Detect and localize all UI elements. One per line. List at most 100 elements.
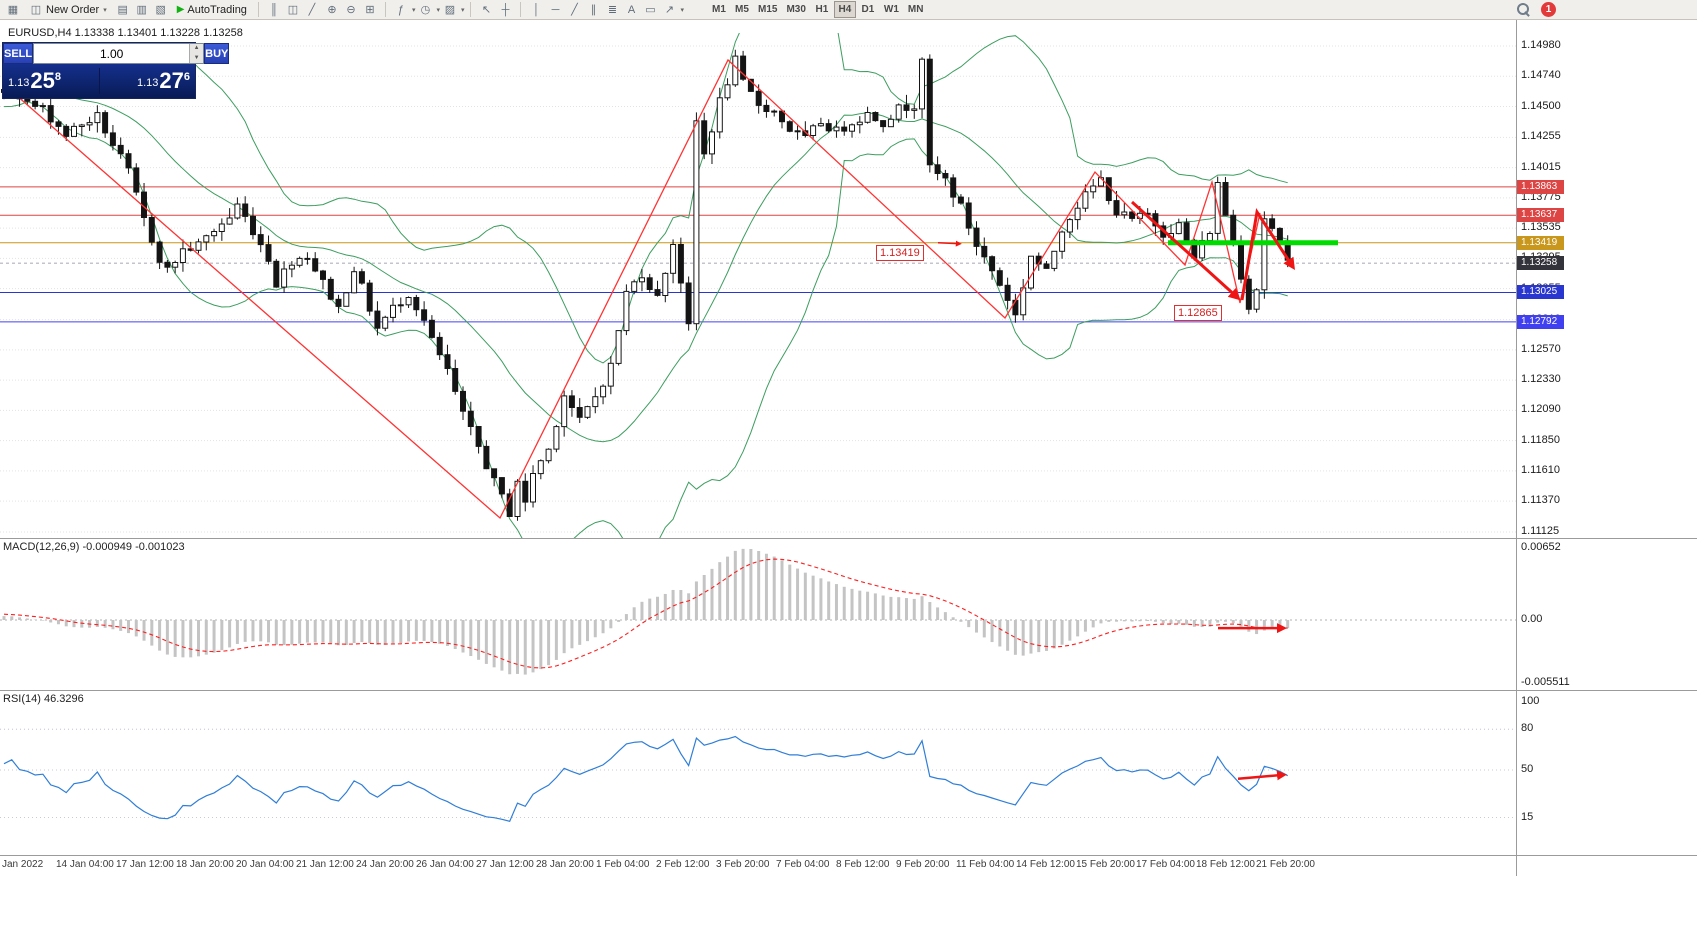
zoom-icons: ⊕ ⊖ ⊞ bbox=[323, 1, 379, 18]
price-tag-1.13025: 1.13025 bbox=[1517, 285, 1564, 300]
charts-list-icon[interactable]: ▥ bbox=[136, 4, 147, 16]
time-label: 8 Feb 12:00 bbox=[836, 859, 890, 870]
autotrading-button[interactable]: ▶ AutoTrading bbox=[172, 1, 252, 18]
label-icon[interactable]: ▭ bbox=[645, 4, 656, 16]
price-tag-1.12792: 1.12792 bbox=[1517, 314, 1564, 329]
templates-icon[interactable]: ▨ bbox=[444, 4, 456, 16]
crosshair-icon[interactable]: ┼ bbox=[501, 3, 510, 16]
price-scale-label: 1.14015 bbox=[1521, 160, 1561, 173]
macd-signal-line bbox=[3, 558, 1288, 669]
new-chart-icon[interactable]: ▦ bbox=[7, 4, 19, 16]
timeframe-m1[interactable]: M1 bbox=[712, 4, 726, 15]
volume-up-button[interactable]: ▲ bbox=[190, 44, 204, 54]
horizontal-line-icon[interactable]: ─ bbox=[551, 3, 560, 16]
panel-separator[interactable] bbox=[0, 538, 1697, 539]
trendline-icon[interactable]: ╱ bbox=[571, 4, 578, 16]
symbol-ohlc-line: EURUSD,H4 1.13338 1.13401 1.13228 1.1325… bbox=[8, 27, 243, 39]
price-tag-1.13419: 1.13419 bbox=[1517, 235, 1564, 250]
panel-separator[interactable] bbox=[0, 690, 1697, 691]
arrows-icon[interactable]: ↗ bbox=[664, 4, 675, 16]
candlestick-chart-icon[interactable]: ◫ bbox=[287, 4, 299, 16]
price-callout-1.13419[interactable]: 1.13419 bbox=[876, 245, 924, 261]
fibonacci-icon[interactable]: ≣ bbox=[607, 4, 618, 16]
profiles-icon[interactable]: ▤ bbox=[117, 4, 128, 16]
timeframe-d1[interactable]: D1 bbox=[861, 4, 875, 15]
macd-scale-label: -0.005511 bbox=[1521, 676, 1570, 688]
rsi-panel[interactable] bbox=[0, 691, 1516, 854]
macd-panel[interactable] bbox=[0, 539, 1516, 689]
toolbar-separator bbox=[520, 2, 522, 17]
volume-down-button[interactable]: ▼ bbox=[190, 53, 204, 63]
chart-type-icons: ║ ◫ ╱ bbox=[265, 1, 321, 18]
dropdown-icons: ƒ ▾ ◷ ▾ ▨ ▾ bbox=[392, 1, 465, 18]
time-label: 2 Feb 12:00 bbox=[656, 859, 710, 870]
volume-input[interactable] bbox=[34, 44, 190, 63]
autotrading-label: AutoTrading bbox=[187, 3, 247, 16]
price-scale-label: 1.14255 bbox=[1521, 130, 1561, 143]
price-scale-label: 1.13535 bbox=[1521, 221, 1561, 234]
sell-button[interactable]: SELL bbox=[3, 43, 34, 64]
new-order-button[interactable]: ◫ New Order ▾ bbox=[24, 1, 112, 18]
time-label: 11 Feb 04:00 bbox=[956, 859, 1015, 870]
time-label: 17 Feb 04:00 bbox=[1136, 859, 1195, 870]
chevron-down-icon[interactable]: ▾ bbox=[436, 6, 440, 14]
price-divider bbox=[98, 68, 100, 94]
draw-icons: │ ─ ╱ ∥ ≣ A ▭ ↗ ▾ bbox=[527, 1, 684, 18]
toolbar-right: 1 bbox=[1516, 2, 1556, 17]
indicators-icon[interactable]: ƒ bbox=[397, 3, 404, 16]
chevron-down-icon[interactable]: ▾ bbox=[680, 6, 684, 14]
bar-chart-icon[interactable]: ║ bbox=[270, 3, 278, 16]
macd-scale-label: 0.00 bbox=[1521, 613, 1543, 625]
time-label: 15 Feb 20:00 bbox=[1076, 859, 1135, 870]
one-click-trading-panel: SELL ▲ ▼ BUY 1.13 25 8 1.13 bbox=[2, 42, 230, 99]
timeframe-mn[interactable]: MN bbox=[907, 4, 924, 15]
price-scale-label: 1.11610 bbox=[1521, 463, 1560, 476]
time-label: 26 Jan 04:00 bbox=[416, 859, 474, 870]
chevron-down-icon[interactable]: ▾ bbox=[460, 6, 465, 14]
cursor-icon[interactable]: ↖ bbox=[481, 4, 492, 16]
timeframe-h1[interactable]: H1 bbox=[815, 4, 829, 15]
toolbar-window-icons: ▤ ▥ ▧ bbox=[114, 1, 170, 18]
price-scale-label: 1.12330 bbox=[1521, 373, 1561, 386]
timeframe-m30[interactable]: M30 bbox=[786, 4, 806, 15]
zoom-out-icon[interactable]: ⊖ bbox=[346, 4, 356, 16]
buy-button[interactable]: BUY bbox=[204, 43, 230, 64]
periods-icon[interactable]: ◷ bbox=[420, 4, 431, 16]
channel-icon[interactable]: ∥ bbox=[590, 4, 597, 16]
notification-badge[interactable]: 1 bbox=[1541, 2, 1556, 17]
price-callout-1.12865[interactable]: 1.12865 bbox=[1174, 305, 1222, 321]
time-label: 24 Jan 20:00 bbox=[356, 859, 414, 870]
chart-window: EURUSD,H4 1.13338 1.13401 1.13228 1.1325… bbox=[0, 20, 1697, 942]
bollinger-middle bbox=[3, 86, 1288, 443]
price-scale-label: 1.14500 bbox=[1521, 99, 1561, 112]
time-label: 17 Jan 12:00 bbox=[116, 859, 174, 870]
rsi-scale-label: 100 bbox=[1521, 695, 1540, 707]
timeframe-h4[interactable]: H4 bbox=[833, 1, 856, 18]
time-label: 21 Jan 12:00 bbox=[296, 859, 354, 870]
price-tag-1.13637: 1.13637 bbox=[1517, 208, 1564, 223]
zigzag-line[interactable] bbox=[7, 58, 1261, 520]
trend-arrow-1[interactable] bbox=[1130, 200, 1241, 301]
trend-arrow-2[interactable] bbox=[1240, 207, 1295, 301]
data-window-icon[interactable]: ▧ bbox=[155, 4, 166, 16]
tile-windows-icon[interactable]: ⊞ bbox=[365, 4, 375, 16]
vertical-line-icon[interactable]: │ bbox=[533, 3, 540, 16]
sell-price: 1.13 25 8 bbox=[8, 68, 62, 93]
new-order-label: New Order bbox=[46, 3, 100, 16]
timeframe-w1[interactable]: W1 bbox=[883, 4, 899, 15]
price-chart-canvas[interactable] bbox=[0, 33, 1516, 538]
time-label: Jan 2022 bbox=[2, 859, 44, 870]
price-scale-label: 1.14980 bbox=[1521, 39, 1561, 51]
zoom-in-icon[interactable]: ⊕ bbox=[327, 4, 337, 16]
chevron-down-icon[interactable]: ▾ bbox=[411, 6, 416, 14]
rsi-scale-label: 15 bbox=[1521, 811, 1534, 823]
price-scale-label: 1.11125 bbox=[1521, 524, 1560, 537]
search-icon[interactable] bbox=[1516, 2, 1531, 17]
price-scale-label: 1.13775 bbox=[1521, 190, 1561, 203]
time-label: 21 Feb 20:00 bbox=[1256, 859, 1315, 870]
text-icon[interactable]: A bbox=[627, 3, 636, 16]
line-chart-icon[interactable]: ╱ bbox=[308, 4, 316, 16]
timeframe-m5[interactable]: M5 bbox=[735, 4, 749, 15]
price-scale-label: 1.11850 bbox=[1521, 433, 1560, 446]
timeframe-m15[interactable]: M15 bbox=[758, 4, 778, 15]
